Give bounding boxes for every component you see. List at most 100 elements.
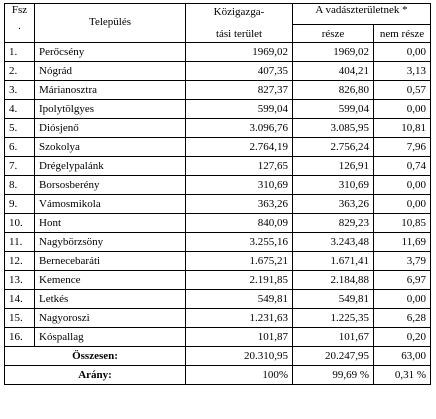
table-row: 5. Diósjenő 3.096,76 3.085,95 10,81 <box>4 118 431 138</box>
table-row: 3. Márianosztra 827,37 826,80 0,57 <box>4 80 431 100</box>
header-resze: része <box>292 24 374 43</box>
admin-area: 1.675,21 <box>185 251 293 271</box>
row-number: 3. <box>4 80 35 100</box>
admin-area: 407,35 <box>185 61 293 81</box>
hunting-area-not-part: 7,96 <box>373 137 431 157</box>
table-row: 10. Hont 840,09 829,23 10,85 <box>4 213 431 233</box>
hunting-area-not-part: 10,81 <box>373 118 431 138</box>
admin-area: 599,04 <box>185 99 293 119</box>
hunting-area-not-part: 0,00 <box>373 194 431 214</box>
hunting-area-part: 599,04 <box>292 99 374 119</box>
admin-area: 3.255,16 <box>185 232 293 252</box>
row-number: 8. <box>4 175 35 195</box>
settlement-name: Ipolytölgyes <box>34 99 186 119</box>
settlement-name: Vámosmikola <box>34 194 186 214</box>
table-row: 13. Kemence 2.191,85 2.184,88 6,97 <box>4 270 431 290</box>
hunting-area-part: 2.756,24 <box>292 137 374 157</box>
hunting-area-part: 1.225,35 <box>292 308 374 328</box>
hunting-area-not-part: 0,00 <box>373 175 431 195</box>
hunting-area-not-part: 0,00 <box>373 289 431 309</box>
settlement-name: Nagybörzsöny <box>34 232 186 252</box>
settlement-name: Nógrád <box>34 61 186 81</box>
table-row: 4. Ipolytölgyes 599,04 599,04 0,00 <box>4 99 431 119</box>
hunting-area-part: 404,21 <box>292 61 374 81</box>
header-kozig-line2: tási terület <box>215 28 263 40</box>
admin-area: 2.764,19 <box>185 137 293 157</box>
ratio-hunting-part: 99,69 % <box>292 365 374 385</box>
settlement-name: Diósjenő <box>34 118 186 138</box>
table-row: 12. Bernecebaráti 1.675,21 1.671,41 3,79 <box>4 251 431 271</box>
row-number: 5. <box>4 118 35 138</box>
table-row: 2. Nógrád 407,35 404,21 3,13 <box>4 61 431 81</box>
admin-area: 127,65 <box>185 156 293 176</box>
row-number: 16. <box>4 327 35 347</box>
table-row: 7. Drégelypalánk 127,65 126,91 0,74 <box>4 156 431 176</box>
settlement-name: Kemence <box>34 270 186 290</box>
header-fsz-line1: Fsz <box>11 4 28 17</box>
admin-area: 827,37 <box>185 80 293 100</box>
hunting-area-part: 826,80 <box>292 80 374 100</box>
total-hunting-not-part: 63,00 <box>373 346 431 366</box>
hunting-area-part: 1969,02 <box>292 42 374 62</box>
admin-area: 310,69 <box>185 175 293 195</box>
hunting-area-not-part: 6,97 <box>373 270 431 290</box>
settlement-name: Szokolya <box>34 137 186 157</box>
settlement-name: Borsosberény <box>34 175 186 195</box>
settlement-area-table: Fsz . Település Közigazga- tási terület … <box>4 3 431 385</box>
header-vadaszterulet: A vadászterületnek * <box>292 3 431 25</box>
table-row: 14. Letkés 549,81 549,81 0,00 <box>4 289 431 309</box>
row-number: 10. <box>4 213 35 233</box>
header-telepules: Település <box>34 3 186 43</box>
row-number: 12. <box>4 251 35 271</box>
settlement-name: Hont <box>34 213 186 233</box>
table-row: 15. Nagyoroszi 1.231,63 1.225,35 6,28 <box>4 308 431 328</box>
header-fsz: Fsz . <box>4 3 35 43</box>
hunting-area-not-part: 0,74 <box>373 156 431 176</box>
hunting-area-not-part: 3,79 <box>373 251 431 271</box>
admin-area: 2.191,85 <box>185 270 293 290</box>
admin-area: 363,26 <box>185 194 293 214</box>
row-number: 6. <box>4 137 35 157</box>
header-nem-resze: nem része <box>373 24 431 43</box>
hunting-area-part: 2.184,88 <box>292 270 374 290</box>
table-row: 6. Szokolya 2.764,19 2.756,24 7,96 <box>4 137 431 157</box>
hunting-area-not-part: 0,00 <box>373 42 431 62</box>
hunting-area-part: 549,81 <box>292 289 374 309</box>
admin-area: 3.096,76 <box>185 118 293 138</box>
admin-area: 1969,02 <box>185 42 293 62</box>
hunting-area-not-part: 0,57 <box>373 80 431 100</box>
table-row: 8. Borsosberény 310,69 310,69 0,00 <box>4 175 431 195</box>
total-hunting-part: 20.247,95 <box>292 346 374 366</box>
hunting-area-not-part: 0,20 <box>373 327 431 347</box>
header-row-1: Fsz . Település Közigazga- tási terület … <box>4 3 431 43</box>
admin-area: 840,09 <box>185 213 293 233</box>
hunting-area-part: 126,91 <box>292 156 374 176</box>
hunting-area-part: 363,26 <box>292 194 374 214</box>
ratio-label: Arány: <box>4 365 186 385</box>
table-row: 9. Vámosmikola 363,26 363,26 0,00 <box>4 194 431 214</box>
table-row: 16. Kóspallag 101,87 101,67 0,20 <box>4 327 431 347</box>
hunting-area-part: 101,67 <box>292 327 374 347</box>
row-number: 14. <box>4 289 35 309</box>
settlement-name: Kóspallag <box>34 327 186 347</box>
total-row: Összesen: 20.310,95 20.247,95 63,00 <box>4 346 431 366</box>
settlement-name: Letkés <box>34 289 186 309</box>
settlement-name: Bernecebaráti <box>34 251 186 271</box>
hunting-area-not-part: 0,00 <box>373 99 431 119</box>
hunting-area-part: 3.243,48 <box>292 232 374 252</box>
settlement-name: Drégelypalánk <box>34 156 186 176</box>
hunting-area-part: 3.085,95 <box>292 118 374 138</box>
table-row: 11. Nagybörzsöny 3.255,16 3.243,48 11,69 <box>4 232 431 252</box>
row-number: 7. <box>4 156 35 176</box>
hunting-area-not-part: 11,69 <box>373 232 431 252</box>
header-fsz-line2: . <box>18 20 21 32</box>
hunting-area-not-part: 10,85 <box>373 213 431 233</box>
hunting-area-part: 1.671,41 <box>292 251 374 271</box>
header-kozig-line1: Közigazga- <box>213 6 265 18</box>
row-number: 11. <box>4 232 35 252</box>
ratio-hunting-not-part: 0,31 % <box>373 365 431 385</box>
settlement-name: Nagyoroszi <box>34 308 186 328</box>
table-row: 1. Perőcsény 1969,02 1969,02 0,00 <box>4 42 431 62</box>
admin-area: 549,81 <box>185 289 293 309</box>
row-number: 9. <box>4 194 35 214</box>
